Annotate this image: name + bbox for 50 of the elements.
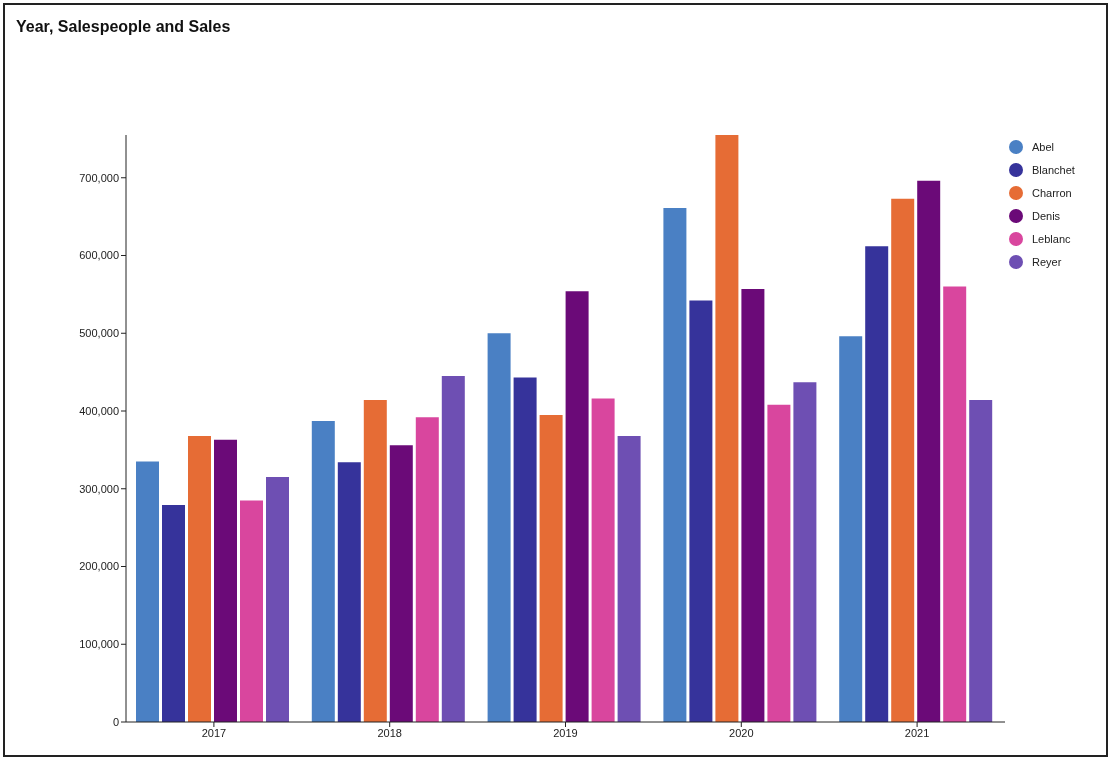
bar (591, 398, 615, 722)
bar (565, 291, 589, 722)
chart-title: Year, Salespeople and Sales (16, 18, 231, 36)
legend-label: Denis (1032, 209, 1061, 222)
y-tick-label: 300,000 (79, 482, 119, 495)
y-tick-label: 200,000 (79, 560, 119, 573)
bar (513, 377, 537, 722)
y-tick-label: 0 (112, 715, 119, 728)
bar (917, 180, 941, 722)
bar (539, 414, 563, 722)
bar (487, 333, 511, 722)
bar (741, 288, 765, 722)
bar (415, 417, 439, 722)
y-tick-label: 100,000 (79, 638, 119, 651)
bar (793, 382, 817, 722)
bar (689, 300, 713, 722)
x-tick-label: 2019 (553, 726, 578, 739)
bar (441, 376, 465, 722)
bar (943, 286, 967, 722)
bar (162, 505, 185, 722)
y-tick-label: 700,000 (79, 171, 119, 184)
y-tick-label: 600,000 (79, 249, 119, 262)
bar (188, 435, 211, 722)
legend-label: Reyer (1032, 255, 1062, 268)
legend-label: Abel (1032, 140, 1055, 153)
bar (839, 336, 863, 722)
bar (136, 461, 159, 722)
bar (311, 421, 335, 722)
y-tick-label: 500,000 (79, 327, 119, 340)
x-tick-label: 2020 (729, 726, 754, 739)
bar (767, 404, 791, 722)
bar (240, 500, 263, 722)
bar (663, 208, 687, 722)
x-tick-label: 2018 (377, 726, 402, 739)
bar (617, 435, 641, 722)
bar (865, 246, 889, 722)
legend-label: Leblanc (1032, 232, 1071, 245)
legend-label: Charron (1032, 186, 1072, 199)
x-tick-label: 2021 (904, 726, 930, 739)
legend-label: Blanchet (1032, 163, 1075, 176)
bar (214, 439, 237, 722)
bar (891, 198, 915, 722)
bar (337, 462, 361, 722)
bar (266, 477, 289, 722)
y-tick-label: 400,000 (79, 404, 119, 417)
bar (715, 135, 739, 722)
bar (969, 400, 993, 722)
x-tick-label: 2017 (201, 726, 227, 739)
bar (363, 400, 387, 722)
bar (389, 445, 413, 722)
